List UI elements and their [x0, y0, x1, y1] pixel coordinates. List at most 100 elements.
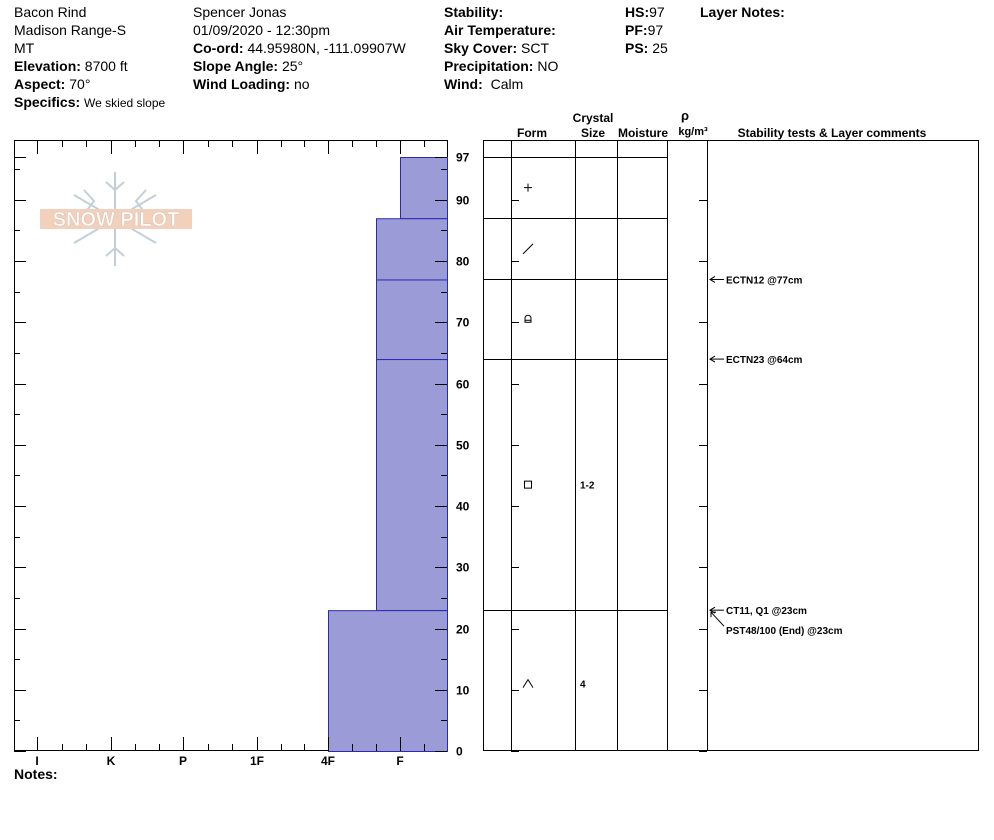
wind-label: Wind:: [444, 76, 483, 92]
logo-banner: [40, 209, 192, 229]
hs-row: HS:97: [625, 3, 665, 21]
coord-label: Co-ord:: [193, 40, 244, 56]
air-temp-row: Air Temperature:: [444, 21, 556, 39]
layer-notes-label: Layer Notes:: [700, 4, 785, 20]
snowpilot-logo: SNOW PILOT: [40, 172, 192, 266]
wind-loading-row: Wind Loading: no: [193, 75, 310, 93]
depth-tick-label: 20: [456, 623, 470, 637]
sky-value: SCT: [521, 40, 550, 56]
specifics-row: Specifics: We skied slope: [14, 93, 165, 112]
crystal-rounded-symbol: [524, 314, 532, 323]
hardness-bar: [328, 610, 448, 753]
stability-test-label: ECTN23 @64cm: [726, 355, 803, 366]
test-arrow-head: [709, 355, 716, 363]
range-name: Madison Range-S: [14, 22, 127, 38]
depth-tick-label: 90: [456, 194, 470, 208]
stability-tests-header: Stability tests & Layer comments: [738, 126, 927, 140]
notes-label: Notes:: [14, 766, 58, 782]
observation-datetime: 01/09/2020 - 12:30pm: [193, 22, 330, 38]
form-header: Form: [517, 126, 547, 140]
sky-label: Sky Cover:: [444, 40, 518, 56]
hardness-tick-label: K: [107, 754, 116, 768]
depth-tick-label: 0: [456, 745, 463, 759]
elevation-value: 8700 ft: [84, 58, 128, 74]
ps-label: PS:: [625, 40, 649, 56]
pf-label: PF:: [625, 22, 648, 38]
crystal-faceted-symbol: [524, 480, 532, 489]
ps-value: 25: [652, 40, 668, 56]
hardness-bar: [376, 218, 448, 281]
test-arrow-line: [710, 611, 725, 627]
aspect-label: Aspect:: [14, 76, 66, 92]
hardness-bar: [400, 157, 448, 220]
precip-label: Precipitation:: [444, 58, 534, 74]
hardness-axis: I K P 1F 4F F: [35, 140, 425, 768]
stability-row: Stability:: [444, 3, 503, 21]
location-name: Bacon Rind: [14, 4, 87, 20]
hardness-tick-label: I: [35, 754, 38, 768]
hs-label: HS:: [625, 4, 650, 20]
slope-label: Slope Angle:: [193, 58, 279, 74]
logo-text: SNOW PILOT: [53, 209, 180, 231]
slope-row: Slope Angle: 25°: [193, 57, 303, 75]
aspect-row: Aspect: 70°: [14, 75, 90, 93]
crystal-size-label: 4: [580, 680, 586, 691]
precip-value: NO: [537, 58, 559, 74]
size-header: Size: [581, 126, 605, 140]
wind-value: Calm: [490, 76, 524, 92]
test-arrow-head: [710, 611, 716, 618]
hardness-bar: [376, 279, 448, 361]
stability-test-label: PST48/100 (End) @23cm: [726, 626, 843, 637]
test-arrow-head: [709, 276, 716, 283]
air-temp-label: Air Temperature:: [444, 22, 556, 38]
stability-tests: ECTN12 @77cm ECTN23 @64cm CT11, Q1 @23cm PS…: [709, 275, 843, 637]
wind-row: Wind: Calm: [444, 75, 523, 93]
crystal-slash-symbol: [522, 243, 534, 255]
table-depth-ticks: [511, 200, 707, 752]
depth-tick-label: 50: [456, 439, 470, 453]
stability-test-label: ECTN12 @77cm: [726, 275, 803, 286]
crystal-size-label: 1-2: [580, 481, 595, 492]
hardness-tick-label: 1F: [250, 754, 264, 768]
stability-label: Stability:: [444, 4, 504, 20]
depth-tick-label: 40: [456, 500, 470, 514]
hs-value: 97: [649, 4, 665, 20]
sky-row: Sky Cover: SCT: [444, 39, 549, 57]
hardness-tick-label: P: [179, 754, 187, 768]
specifics-label: Specifics:: [14, 94, 81, 110]
layer-table-frame: [483, 140, 979, 751]
depth-tick-label: 60: [456, 378, 470, 392]
wind-loading-label: Wind Loading:: [193, 76, 291, 92]
pf-row: PF:97: [625, 21, 663, 39]
pf-value: 97: [647, 22, 664, 38]
ps-row: PS: 25: [625, 39, 668, 57]
hardness-tick-label: 4F: [321, 754, 335, 768]
coord-value: 44.95980N, -111.09907W: [247, 40, 406, 56]
elevation-label: Elevation:: [14, 58, 81, 74]
moisture-header: Moisture: [618, 126, 668, 140]
specifics-value: We skied slope: [84, 96, 166, 110]
hardness-tick-label: F: [396, 754, 403, 768]
precip-row: Precipitation: NO: [444, 57, 558, 75]
depth-tick-label: 80: [456, 255, 470, 269]
hardness-bar: [376, 359, 448, 612]
crystal-header: Crystal: [573, 111, 614, 125]
crystal-symbols: 1-2 4: [522, 183, 595, 691]
elevation-row: Elevation: 8700 ft: [14, 57, 128, 75]
state-name: MT: [14, 40, 35, 56]
density-rho-header: ρ: [681, 108, 689, 123]
wind-loading-value: no: [293, 76, 310, 92]
observer-name: Spencer Jonas: [193, 4, 287, 20]
depth-axis: 0 10 20 30 40 50 60 70 80 90 97: [14, 151, 470, 759]
depth-tick-label: 30: [456, 561, 470, 575]
hardness-bars: [328, 157, 448, 753]
depth-tick-label: 10: [456, 684, 470, 698]
layer-boundaries: [483, 157, 667, 611]
density-unit-header: kg/m³: [678, 126, 708, 138]
aspect-value: 70°: [69, 76, 91, 92]
coord-row: Co-ord: 44.95980N, -111.09907W: [193, 39, 406, 57]
stability-test-label: CT11, Q1 @23cm: [726, 606, 807, 617]
slope-value: 25°: [281, 58, 304, 74]
depth-tick-label: 97: [456, 151, 470, 165]
crystal-depth-hoar-symbol: [522, 678, 534, 688]
